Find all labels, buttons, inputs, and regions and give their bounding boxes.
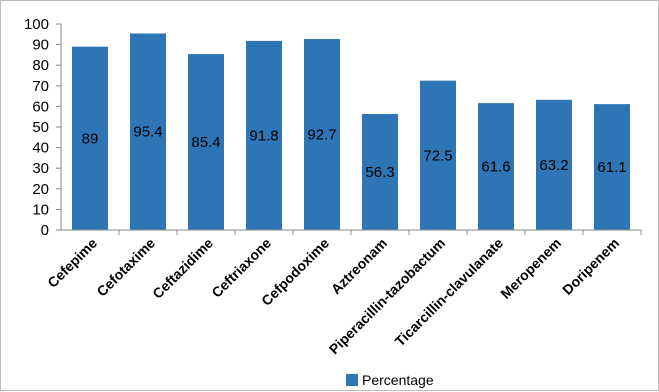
- bar: [188, 54, 224, 230]
- data-label: 61.1: [597, 159, 626, 176]
- bar: [420, 80, 456, 231]
- legend-swatch: [346, 374, 358, 386]
- data-label: 85.4: [191, 134, 220, 151]
- bar: [478, 103, 514, 230]
- data-label: 56.3: [365, 164, 394, 181]
- y-tick-label: 0: [41, 222, 49, 239]
- x-axis: CefepimeCefotaximeCeftazidimeCeftriaxone…: [44, 229, 642, 357]
- y-tick-label: 90: [32, 37, 49, 54]
- bars: [72, 33, 630, 231]
- data-label: 91.8: [249, 127, 278, 144]
- data-label: 72.5: [423, 147, 452, 164]
- y-tick-label: 20: [32, 181, 49, 198]
- bar: [130, 33, 166, 231]
- y-tick-label: 60: [32, 98, 49, 115]
- data-label: 61.6: [481, 159, 510, 176]
- y-tick-label: 40: [32, 140, 49, 157]
- y-tick-label: 70: [32, 78, 49, 95]
- bar: [362, 114, 398, 230]
- bar: [304, 39, 340, 231]
- x-tick-label: Cefepime: [44, 235, 100, 291]
- x-tick-label: Ticarcillin-clavulanate: [392, 235, 507, 350]
- x-tick-label: Ceftazidime: [149, 235, 216, 302]
- y-axis: 0 10 20 30 40 50 60 70 80 90 100: [24, 16, 62, 239]
- y-tick-label: 10: [32, 201, 49, 218]
- data-labels: 89 95.4 85.4 91.8 92.7 56.3 72.5 61.6 63.2 61.1: [82, 124, 627, 181]
- y-tick-label: 80: [32, 57, 49, 74]
- legend-label: Percentage: [362, 372, 434, 388]
- bar: [246, 40, 282, 230]
- bar: [594, 104, 630, 230]
- x-tick-label: Meropenem: [497, 235, 564, 302]
- x-tick-label: Piperacillin-tazobactum: [326, 235, 448, 357]
- y-tick-label: 100: [24, 16, 49, 33]
- y-tick-label: 30: [32, 160, 49, 177]
- data-label: 92.7: [307, 127, 336, 144]
- x-tick-label: Doripenem: [559, 235, 622, 298]
- y-tick-label: 50: [32, 119, 49, 136]
- legend: Percentage: [346, 372, 434, 388]
- bar: [72, 46, 108, 230]
- x-tick-label: Aztreonam: [328, 235, 390, 297]
- data-label: 95.4: [133, 124, 162, 141]
- bar: [536, 99, 572, 230]
- data-label: 89: [82, 130, 99, 147]
- data-label: 63.2: [539, 157, 568, 174]
